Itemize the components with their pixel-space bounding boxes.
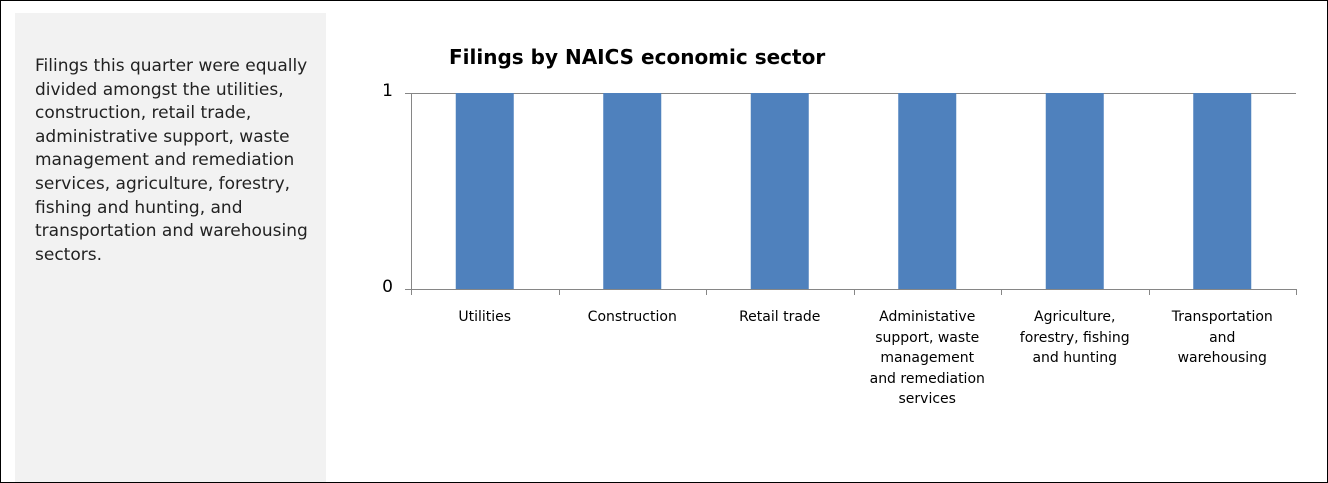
chart-plot <box>405 93 1297 295</box>
x-tick-label: Agriculture, forestry, fishing and hunti… <box>1019 309 1130 366</box>
bar <box>898 93 957 289</box>
x-tick-label: Transportation and warehousing <box>1171 309 1273 366</box>
x-tick-label: Administative support, waste management … <box>869 309 985 407</box>
x-tick-label: Construction <box>587 309 677 325</box>
bar-chart: Filings by NAICS economic sector 0 1 Utili… <box>341 31 1311 451</box>
commentary-text: Filings this quarter were equally divide… <box>35 56 308 265</box>
x-tick-label: Retail trade <box>739 309 821 325</box>
bar <box>750 93 809 289</box>
y-tick-label: 1 <box>382 81 393 101</box>
y-tick-label: 0 <box>382 277 393 297</box>
bar <box>1045 93 1104 289</box>
chart-title: Filings by NAICS economic sector <box>449 45 826 69</box>
bar <box>603 93 662 289</box>
bar <box>1193 93 1252 289</box>
bar <box>455 93 514 289</box>
x-tick-label: Utilities <box>458 309 512 325</box>
commentary-sidebar: Filings this quarter were equally divide… <box>15 13 326 482</box>
